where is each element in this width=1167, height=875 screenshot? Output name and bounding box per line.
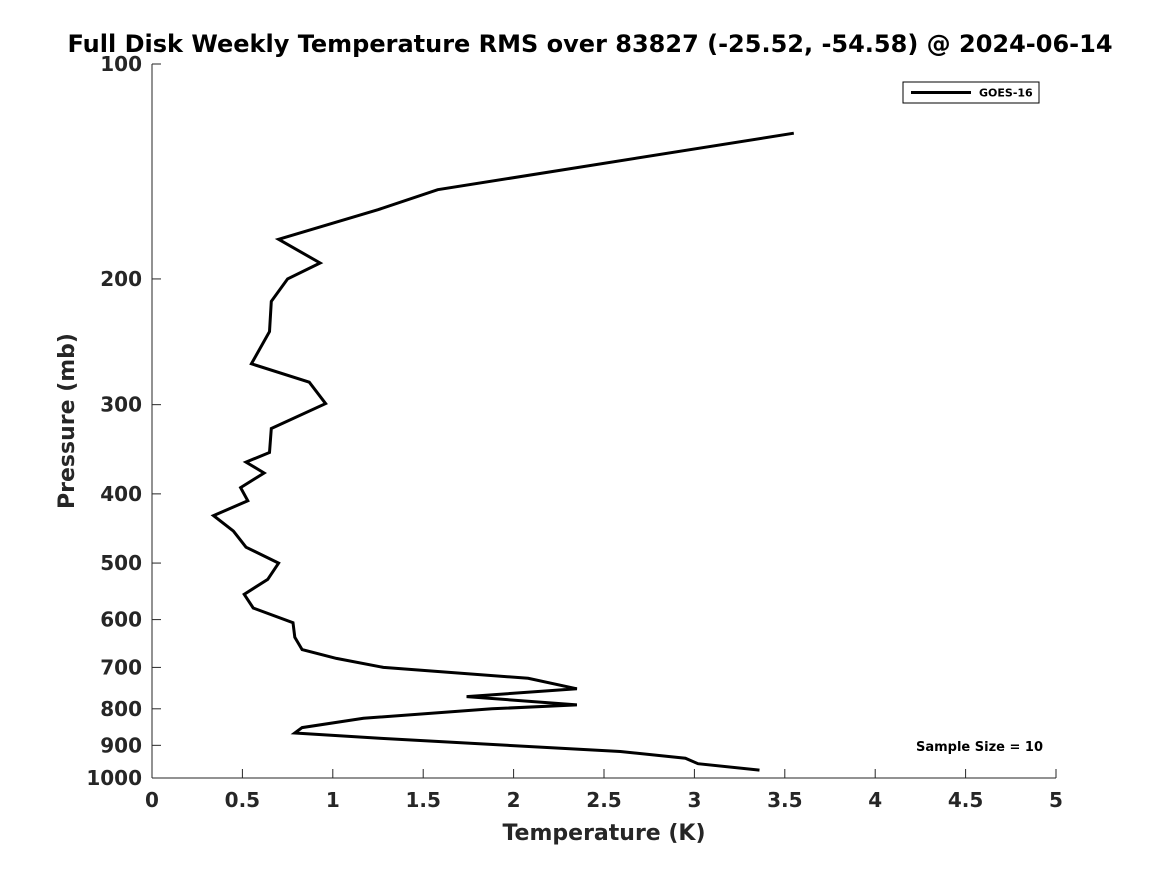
x-tick-label: 2.5	[586, 788, 621, 812]
y-tick-label: 1000	[86, 766, 142, 790]
y-tick-label: 600	[100, 608, 142, 632]
x-tick-label: 0.5	[225, 788, 260, 812]
series-layer	[210, 131, 795, 772]
y-tick-label: 400	[100, 482, 142, 506]
y-tick-label: 100	[100, 52, 142, 76]
y-tick-label: 700	[100, 655, 142, 679]
x-tick-label: 2	[507, 788, 521, 812]
legend-label-goes-16: GOES-16	[979, 87, 1033, 100]
sample-size-annotation: Sample Size = 10	[916, 740, 1043, 755]
x-tick-label: 1	[326, 788, 340, 812]
x-tick-label: 3	[687, 788, 701, 812]
y-tick-label: 800	[100, 697, 142, 721]
y-tick-label: 900	[100, 733, 142, 757]
x-tick-label: 4	[868, 788, 882, 812]
x-tick-label: 5	[1049, 788, 1063, 812]
legend: GOES-16	[902, 81, 1040, 104]
y-axis-label: Pressure (mb)	[55, 333, 80, 509]
series-line-goes-16	[210, 131, 795, 772]
x-axis-label: Temperature (K)	[502, 821, 705, 846]
x-tick-label: 0	[145, 788, 159, 812]
x-tick-label: 3.5	[767, 788, 802, 812]
y-tick-label: 300	[100, 393, 142, 417]
chart-title: Full Disk Weekly Temperature RMS over 83…	[67, 30, 1112, 58]
y-tick-label: 200	[100, 267, 142, 291]
x-tick-label: 4.5	[948, 788, 983, 812]
x-tick-label: 1.5	[405, 788, 440, 812]
axes: 0 0.5 1 1.5 2 2.5 3 3.5 4 4.5 5 100 200 300 400 500 600 7…	[86, 52, 1063, 812]
y-tick-label: 500	[100, 551, 142, 575]
